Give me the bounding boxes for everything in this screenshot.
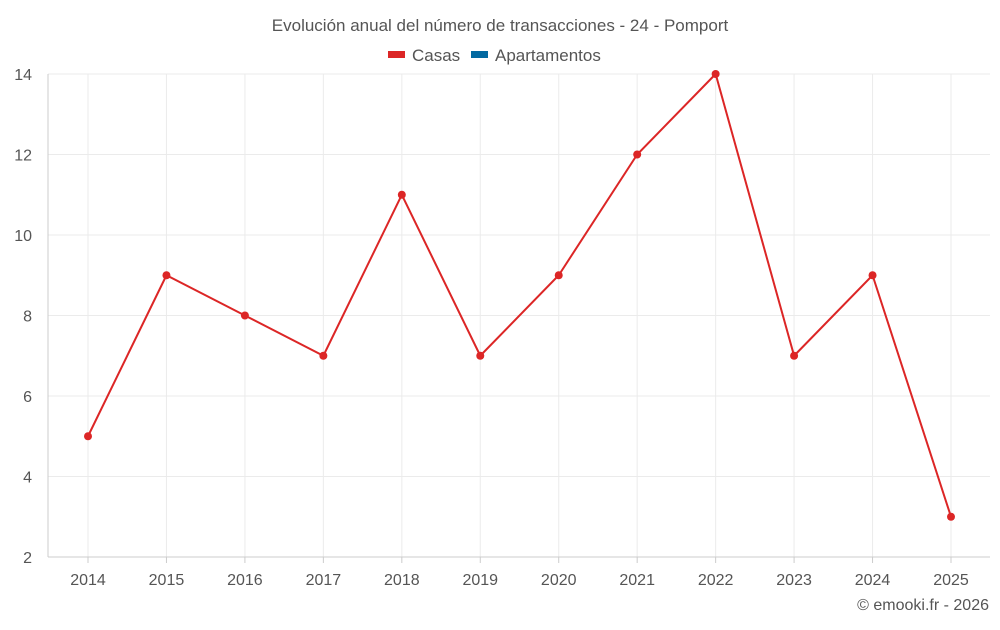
data-point: [711, 70, 720, 78]
legend-swatch-casas: [388, 51, 405, 58]
y-tick-label: 8: [23, 309, 32, 326]
y-tick-label: 10: [14, 228, 32, 245]
data-point: [868, 271, 877, 280]
legend-label-apartamentos: Apartamentos: [495, 46, 601, 65]
credit: © emooki.fr - 2026: [857, 597, 989, 614]
data-point: [633, 150, 642, 159]
y-tick-label: 2: [23, 550, 32, 567]
x-tick-label: 2020: [541, 572, 577, 589]
y-tick-label: 6: [23, 389, 32, 406]
data-point: [947, 512, 955, 521]
x-tick-label: 2024: [855, 572, 891, 589]
y-tick-label: 12: [14, 148, 32, 165]
x-tick-label: 2021: [619, 572, 655, 589]
data-point: [84, 432, 92, 441]
series-line-casas: [87, 72, 952, 518]
x-tick-label: 2025: [933, 572, 969, 589]
data-point: [554, 271, 563, 280]
x-tick-label: 2022: [698, 572, 734, 589]
data-point: [240, 311, 249, 320]
chart-title: Evolución anual del número de transaccio…: [272, 16, 729, 35]
y-tick-label: 14: [14, 67, 32, 84]
y-tick-label: 4: [23, 470, 32, 487]
data-point: [162, 271, 171, 280]
x-tick-label: 2023: [776, 572, 812, 589]
data-point: [397, 190, 406, 199]
x-tick-label: 2016: [227, 572, 263, 589]
data-point: [790, 351, 799, 360]
x-tick-label: 2014: [70, 572, 106, 589]
x-tick-label: 2018: [384, 572, 420, 589]
x-tick-label: 2019: [462, 572, 498, 589]
data-point: [476, 351, 485, 360]
data-point: [319, 351, 328, 360]
legend-swatch-apartamentos: [471, 51, 488, 58]
x-tick-label: 2017: [306, 572, 342, 589]
x-tick-label: 2015: [149, 572, 185, 589]
legend: Casas Apartamentos: [388, 46, 601, 65]
legend-label-casas: Casas: [412, 46, 460, 65]
